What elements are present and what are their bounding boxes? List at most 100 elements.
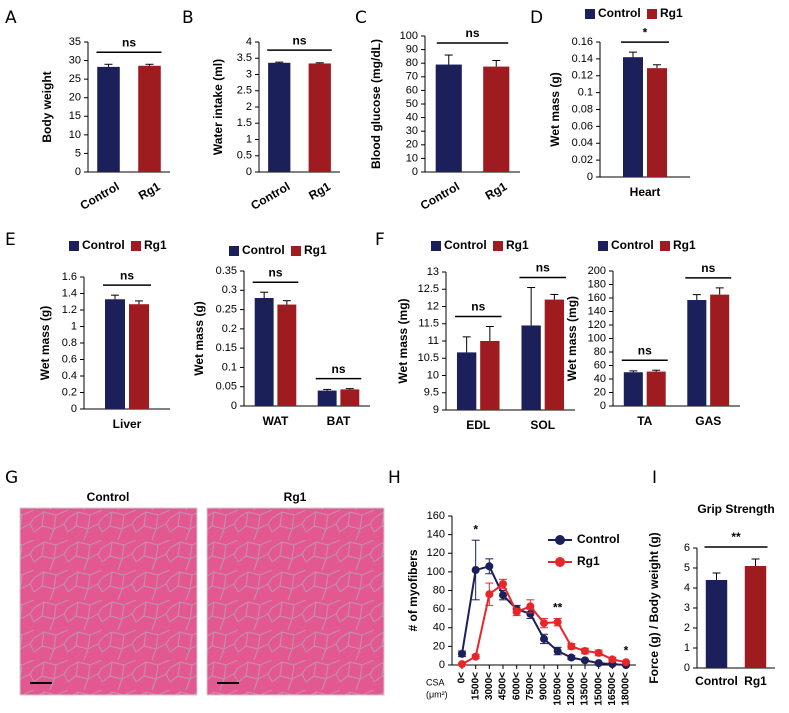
y-tick-label: 10 xyxy=(69,129,81,141)
bar xyxy=(317,390,337,406)
significance-label: ns xyxy=(536,261,550,275)
y-tick-label: 6 xyxy=(684,542,690,554)
y-tick-label: 0 xyxy=(587,171,593,183)
x-tick-label: 7500< xyxy=(525,672,536,700)
point xyxy=(581,647,589,656)
legend-swatch xyxy=(585,9,595,19)
y-axis-label: Body weight xyxy=(40,71,54,142)
point xyxy=(458,649,466,658)
significance-label: ns xyxy=(122,35,136,49)
legend-label: Rg1 xyxy=(144,238,167,252)
point xyxy=(526,602,535,611)
x-tick-label: 3000< xyxy=(484,672,495,700)
x-tick-label: WAT xyxy=(263,414,289,428)
x-tick-label: Rg1 xyxy=(744,674,767,688)
y-tick-label: 9 xyxy=(433,404,439,416)
y-tick-label: 2 xyxy=(684,622,690,634)
y-tick-label: 40 xyxy=(406,112,418,124)
y-tick-label: 0.2 xyxy=(222,323,237,335)
bar xyxy=(744,566,767,668)
y-axis-label: Wet mass (mg) xyxy=(565,296,579,381)
y-tick-label: 0 xyxy=(439,659,445,671)
significance-label: ns xyxy=(292,33,306,47)
x-tick-label: 10500< xyxy=(552,672,563,706)
y-tick-label: 0.5 xyxy=(237,150,252,162)
point xyxy=(471,566,480,575)
bar xyxy=(646,371,666,406)
legend-swatch xyxy=(131,241,141,251)
y-tick-label: 3 xyxy=(684,602,690,614)
y-tick-label: 3 xyxy=(246,68,252,80)
panel-letter: C xyxy=(355,8,367,28)
x-tick-label: Rg1 xyxy=(483,179,510,203)
y-tick-label: 0.15 xyxy=(216,342,237,354)
x-tick-label: Heart xyxy=(630,185,661,199)
y-tick-label: 0.1 xyxy=(578,87,593,99)
significance-label: * xyxy=(473,522,478,536)
y-axis-label: Wet mass (g) xyxy=(38,306,52,380)
histology-image xyxy=(206,507,385,696)
point xyxy=(608,655,617,664)
y-tick-label: 13 xyxy=(427,266,439,278)
bar xyxy=(340,389,360,406)
histology-image xyxy=(19,507,198,696)
panel-letter: F xyxy=(375,230,385,250)
y-tick-label: 200 xyxy=(588,265,606,277)
bar xyxy=(623,372,643,406)
y-axis-label: Wet mass (mg) xyxy=(396,298,410,383)
y-tick-label: 9.5 xyxy=(424,387,439,399)
point xyxy=(471,652,480,661)
y-tick-label: 0.1 xyxy=(222,361,237,373)
y-tick-label: 0 xyxy=(75,166,81,178)
point xyxy=(553,618,562,627)
y-tick-label: 120 xyxy=(427,547,445,559)
y-tick-label: 100 xyxy=(588,332,606,344)
bar xyxy=(623,57,643,177)
significance-label: ns xyxy=(638,343,652,357)
x-tick-label: EDL xyxy=(466,418,490,432)
y-tick-label: 0 xyxy=(412,166,418,178)
y-tick-label: 10 xyxy=(427,369,439,381)
legend-swatch xyxy=(229,246,239,256)
y-tick-label: 5 xyxy=(75,147,81,159)
x-tick-label: TA xyxy=(637,414,652,428)
point xyxy=(540,619,548,628)
point xyxy=(622,658,630,667)
bar xyxy=(544,299,565,410)
y-tick-label: 100 xyxy=(400,30,418,42)
y-tick-label: 12 xyxy=(427,300,439,312)
y-tick-label: 2.5 xyxy=(237,85,252,97)
y-tick-label: 12.5 xyxy=(418,283,439,295)
legend-label: Control xyxy=(444,238,487,252)
y-tick-label: 0.08 xyxy=(572,103,593,115)
y-axis-label: Force (g) / Body weight (g) xyxy=(647,532,661,683)
panel-letter: A xyxy=(5,8,17,28)
y-tick-label: 30 xyxy=(406,125,418,137)
point xyxy=(499,591,507,600)
y-tick-label: 20 xyxy=(594,386,606,398)
significance-label: ns xyxy=(465,26,479,40)
y-tick-label: 4 xyxy=(246,36,252,48)
y-tick-label: 180 xyxy=(588,278,606,290)
y-tick-label: 160 xyxy=(427,510,445,522)
y-tick-label: 20 xyxy=(406,139,418,151)
y-tick-label: 0.06 xyxy=(572,120,593,132)
y-tick-label: 80 xyxy=(433,584,445,596)
x-tick-label: 18000< xyxy=(621,672,632,706)
point xyxy=(594,648,603,657)
y-tick-label: 140 xyxy=(427,529,445,541)
y-tick-label: 1.4 xyxy=(62,287,77,299)
panel-letter: G xyxy=(5,468,18,488)
legend-swatch xyxy=(598,241,608,251)
x-tick-label: 16500< xyxy=(607,672,618,706)
y-tick-label: 0.05 xyxy=(216,381,237,393)
legend-label: Control xyxy=(598,6,641,20)
y-tick-label: 60 xyxy=(594,359,606,371)
y-tick-label: 0.6 xyxy=(62,353,77,365)
x-axis-label: CSA xyxy=(426,677,445,687)
y-tick-label: 0.14 xyxy=(572,53,593,65)
y-tick-label: 60 xyxy=(406,84,418,96)
bar xyxy=(268,62,291,172)
legend-label: Rg1 xyxy=(506,238,529,252)
